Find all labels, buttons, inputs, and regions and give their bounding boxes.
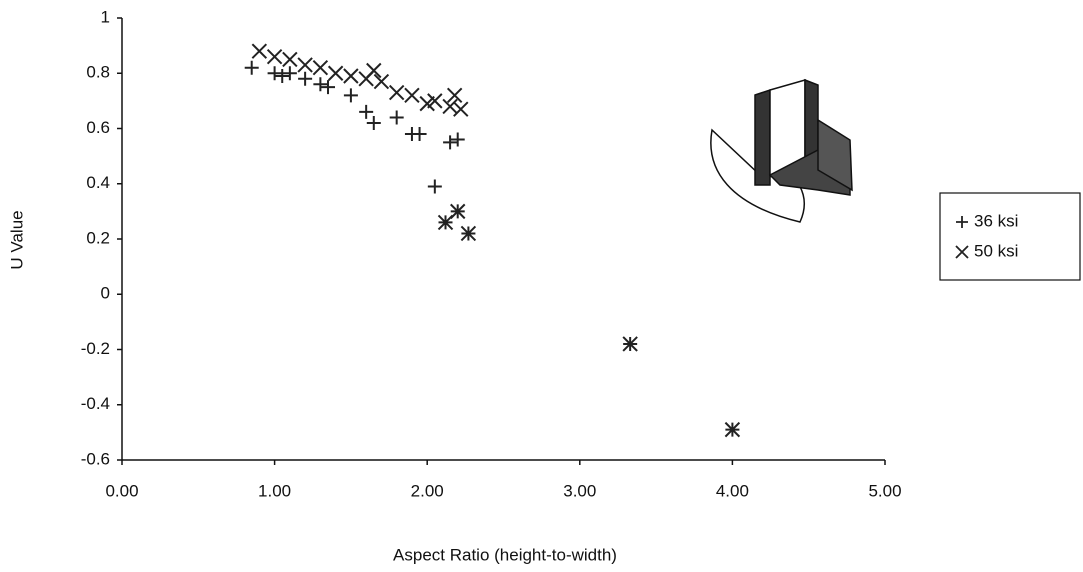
y-tick-label: -0.4: [81, 394, 110, 413]
y-tick-label: 0.2: [86, 228, 110, 247]
legend-box: [939, 192, 1081, 281]
legend-label: 50 ksi: [974, 241, 1018, 260]
x-tick-label: 4.00: [716, 481, 749, 500]
y-tick-label: 0.4: [86, 173, 110, 192]
point: [266, 48, 283, 65]
point: [297, 57, 313, 73]
point: [453, 101, 469, 117]
y-tick-label: 1: [101, 7, 110, 26]
illustration: [710, 78, 853, 223]
point: [460, 225, 477, 242]
point: [427, 179, 442, 194]
y-tick-label: 0.6: [86, 118, 110, 137]
y-tick-label: 0: [101, 284, 110, 303]
point: [343, 68, 359, 84]
point: [427, 93, 443, 109]
point: [412, 127, 427, 142]
y-axis-label: U Value: [7, 210, 26, 269]
legend-label: 36 ksi: [974, 211, 1018, 230]
point: [443, 135, 458, 150]
point: [388, 84, 405, 101]
point: [267, 66, 282, 81]
point: [450, 132, 465, 147]
point: [251, 43, 268, 59]
x-tick-label: 5.00: [868, 481, 901, 500]
point: [275, 69, 290, 84]
legend-marker: [956, 216, 968, 228]
x-tick-label: 3.00: [563, 481, 596, 500]
point: [359, 104, 374, 119]
point: [622, 336, 638, 352]
y-tick-label: 0.8: [86, 63, 110, 82]
point: [442, 98, 458, 115]
x-tick-label: 2.00: [411, 481, 444, 500]
x-tick-label: 1.00: [258, 481, 291, 500]
point: [327, 65, 344, 81]
y-tick-label: -0.6: [81, 449, 110, 468]
point: [724, 421, 741, 438]
y-tick-label: -0.2: [81, 339, 110, 358]
point: [282, 66, 297, 81]
point: [282, 51, 298, 68]
point: [373, 73, 390, 90]
point: [366, 62, 382, 79]
point: [389, 110, 404, 125]
point: [312, 60, 329, 76]
point: [298, 71, 313, 86]
point: [446, 87, 463, 104]
point: [343, 88, 358, 103]
point: [244, 60, 259, 75]
point: [313, 77, 328, 92]
x-axis-label: Aspect Ratio (height-to-width): [393, 545, 617, 564]
point: [404, 87, 420, 104]
point: [366, 115, 381, 130]
point: [321, 80, 336, 95]
x-tick-label: 0.00: [105, 481, 138, 500]
legend-marker: [955, 245, 969, 259]
point: [450, 203, 466, 220]
